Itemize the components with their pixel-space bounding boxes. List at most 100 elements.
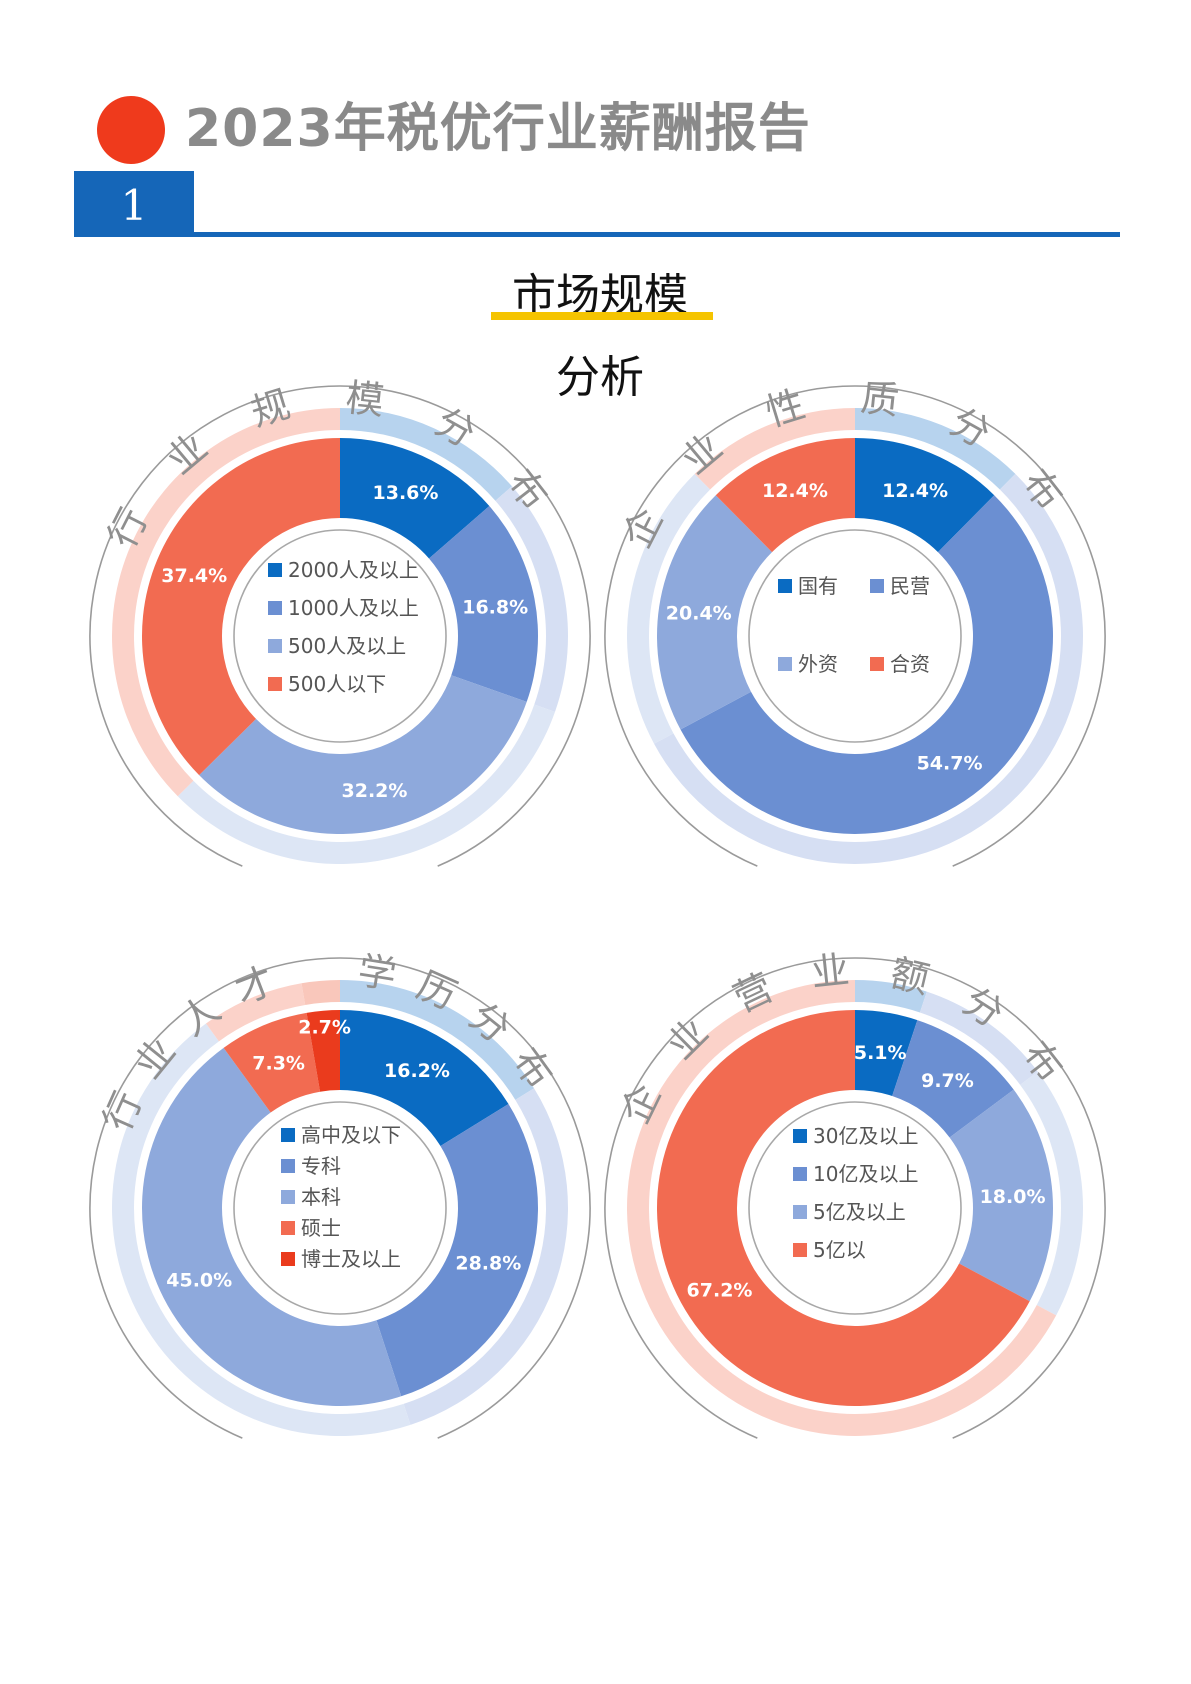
slice-value-label: 7.3% (252, 1052, 305, 1074)
outer-decorative-arc (89, 385, 591, 867)
slice-value-label: 67.2% (687, 1279, 753, 1301)
legend-swatch (268, 563, 282, 577)
legend-item: 5亿及以上 (793, 1200, 906, 1224)
legend-label: 专科 (301, 1154, 341, 1178)
donut-outer-ring-slice (495, 486, 568, 712)
document-title: 2023年税优行业薪酬报告 (185, 99, 811, 159)
donut-outer-ring-slice (694, 408, 855, 490)
legend-label: 合资 (890, 652, 930, 676)
donut-slice (199, 675, 527, 834)
legend-item: 10亿及以上 (793, 1162, 918, 1186)
donut-chart-1: 13.6% 16.8% 32.2% 37.4% 2000人及以上 1000人及以上 500人… (89, 375, 591, 867)
donut-slice (376, 1104, 539, 1397)
donut-slice (657, 495, 773, 730)
slice-value-label: 32.2% (342, 780, 408, 802)
legend-label: 外资 (798, 652, 838, 676)
legend-swatch (268, 601, 282, 615)
legend-label: 10亿及以上 (813, 1162, 918, 1186)
legend-item: 500人及以上 (268, 634, 406, 658)
donut-chart-3: 16.2%28.8%45.0%7.3%2.7%高中及以下专科本科硕士博士及以上行… (89, 948, 591, 1439)
legend-swatch (268, 639, 282, 653)
slice-value-label: 37.4% (161, 565, 227, 587)
outer-decorative-arc (604, 385, 1106, 867)
section-rule (194, 232, 1120, 237)
slice-value-label: 45.0% (166, 1270, 232, 1292)
slice-value-label: 16.2% (384, 1060, 450, 1082)
legend-swatch (268, 677, 282, 691)
chart-title-glyph: 学 (355, 948, 399, 997)
legend-swatch (281, 1159, 295, 1173)
legend-swatch (793, 1243, 807, 1257)
donut-outer-ring-slice (855, 980, 927, 1013)
outer-decorative-arc (604, 957, 1106, 1439)
donut-slice (429, 505, 538, 702)
legend-label: 1000人及以上 (288, 596, 419, 620)
legend-swatch (778, 657, 792, 671)
legend-label: 2000人及以上 (288, 558, 419, 582)
legend-swatch (793, 1167, 807, 1181)
section-subtitle: 分析 (556, 352, 644, 403)
donut-outer-ring-slice (855, 408, 1016, 490)
donut-inner-ring (748, 529, 962, 743)
legend-item: 硕士 (281, 1216, 341, 1240)
slice-value-label: 2.7% (298, 1017, 351, 1039)
legend-label: 博士及以上 (301, 1247, 401, 1271)
chart-title-glyph: 业 (809, 947, 851, 995)
legend-item: 30亿及以上 (793, 1124, 918, 1148)
donut-outer-ring-slice (627, 473, 711, 744)
legend-swatch (281, 1190, 295, 1204)
chart-title-glyph: 质 (859, 375, 901, 423)
legend-item: 本科 (281, 1185, 341, 1209)
donut-chart-4: 5.1%9.7%18.0%67.2%30亿及以上10亿及以上5亿及以上5亿以企业… (604, 947, 1106, 1439)
chart-title-glyph: 模 (344, 375, 386, 423)
donut-outer-ring-slice (177, 704, 556, 864)
legend-label: 高中及以下 (301, 1123, 401, 1147)
legend-label: 国有 (798, 574, 838, 598)
donut-slice (855, 1010, 918, 1097)
legend-item: 1000人及以上 (268, 596, 419, 620)
legend-label: 500人及以上 (288, 634, 406, 658)
legend-label: 5亿及以上 (813, 1200, 906, 1224)
legend-label: 民营 (890, 574, 930, 598)
donut-inner-ring (233, 529, 447, 743)
legend-swatch (281, 1252, 295, 1266)
legend-label: 本科 (301, 1185, 341, 1209)
section-number: 1 (120, 181, 148, 230)
donut-slice (892, 1020, 1014, 1138)
donut-slice (340, 438, 490, 559)
slice-value-label: 5.1% (854, 1042, 907, 1064)
donut-outer-ring-slice (111, 408, 340, 797)
slice-value-label: 54.7% (917, 753, 983, 775)
legend-item: 2000人及以上 (268, 558, 419, 582)
donut-slice (680, 495, 1054, 835)
donut-outer-ring-slice (654, 473, 1084, 865)
donut-outer-ring-slice (403, 1088, 569, 1425)
donut-slice (949, 1089, 1053, 1302)
slice-value-label: 20.4% (666, 602, 732, 624)
legend-swatch (778, 579, 792, 593)
legend-item: 民营 (870, 574, 930, 598)
donut-slice (715, 438, 855, 553)
slice-value-label: 18.0% (980, 1186, 1046, 1208)
legend-swatch (281, 1128, 295, 1142)
legend-swatch (793, 1129, 807, 1143)
donut-slice (223, 1012, 321, 1113)
section-number-tab: 1 (74, 171, 194, 237)
title-bullet-dot (97, 96, 165, 164)
donut-slice (855, 438, 995, 553)
donut-hole (738, 519, 972, 753)
donut-inner-ring (233, 1101, 447, 1315)
legend-item: 高中及以下 (281, 1123, 401, 1147)
donut-outer-ring-slice (340, 980, 535, 1100)
legend-item: 博士及以上 (281, 1247, 401, 1271)
legend-item: 外资 (778, 652, 838, 676)
donut-hole (223, 1091, 457, 1325)
donut-outer-ring-slice (919, 991, 1038, 1085)
legend-item: 专科 (281, 1154, 341, 1178)
legend-label: 硕士 (301, 1216, 341, 1240)
donut-hole (223, 519, 457, 753)
slice-value-label: 16.8% (462, 596, 528, 618)
legend-item: 国有 (778, 574, 838, 598)
legend-swatch (281, 1221, 295, 1235)
